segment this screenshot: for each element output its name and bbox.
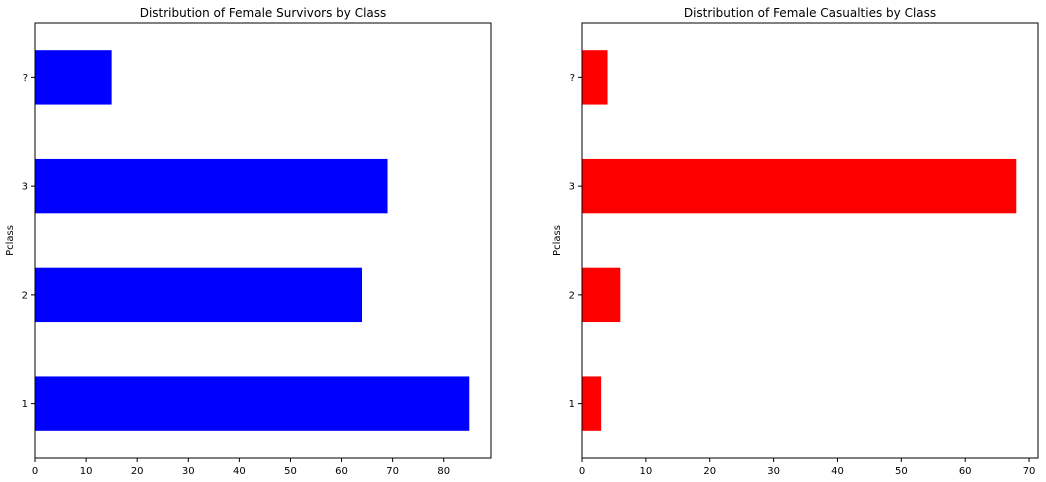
y-tick-label: 2 — [22, 290, 28, 301]
y-axis-label: Pclass — [552, 225, 563, 256]
x-tick-label: 20 — [131, 466, 144, 477]
survivors-chart: Distribution of Female Survivors by Clas… — [5, 6, 492, 477]
y-tick-label: 1 — [22, 399, 28, 410]
x-tick-label: 50 — [284, 466, 297, 477]
bar-? — [35, 50, 112, 105]
bar-1 — [35, 376, 470, 431]
x-tick-label: 0 — [579, 466, 585, 477]
bar-3 — [582, 158, 1017, 214]
y-tick-label: 3 — [22, 182, 28, 193]
plot-frame — [34, 22, 492, 459]
chart-title: Distribution of Female Casualties by Cla… — [684, 6, 936, 20]
y-tick-label: ? — [570, 73, 575, 84]
x-tick-label: 40 — [831, 466, 844, 477]
bar-2 — [582, 267, 621, 323]
bar-3 — [35, 158, 388, 214]
x-tick-label: 60 — [959, 466, 972, 477]
x-tick-label: 30 — [182, 466, 195, 477]
x-tick-label: 80 — [437, 466, 450, 477]
y-tick-label: 1 — [569, 399, 575, 410]
x-tick-label: 60 — [335, 466, 348, 477]
y-axis-label: Pclass — [5, 225, 16, 256]
bar-2 — [35, 267, 362, 323]
casualties-chart: Distribution of Female Casualties by Cla… — [552, 6, 1039, 477]
x-tick-label: 10 — [639, 466, 652, 477]
x-tick-label: 70 — [386, 466, 399, 477]
y-tick-label: ? — [23, 73, 28, 84]
x-tick-label: 40 — [233, 466, 246, 477]
x-tick-label: 20 — [703, 466, 716, 477]
bar-1 — [582, 376, 602, 431]
chart-title: Distribution of Female Survivors by Clas… — [140, 6, 387, 20]
x-tick-label: 50 — [895, 466, 908, 477]
x-tick-label: 0 — [32, 466, 38, 477]
x-tick-label: 70 — [1023, 466, 1036, 477]
bar-? — [582, 50, 608, 105]
x-tick-label: 30 — [767, 466, 780, 477]
y-tick-label: 2 — [569, 290, 575, 301]
y-tick-label: 3 — [569, 182, 575, 193]
x-tick-label: 10 — [80, 466, 93, 477]
plot-frame — [581, 22, 1039, 459]
